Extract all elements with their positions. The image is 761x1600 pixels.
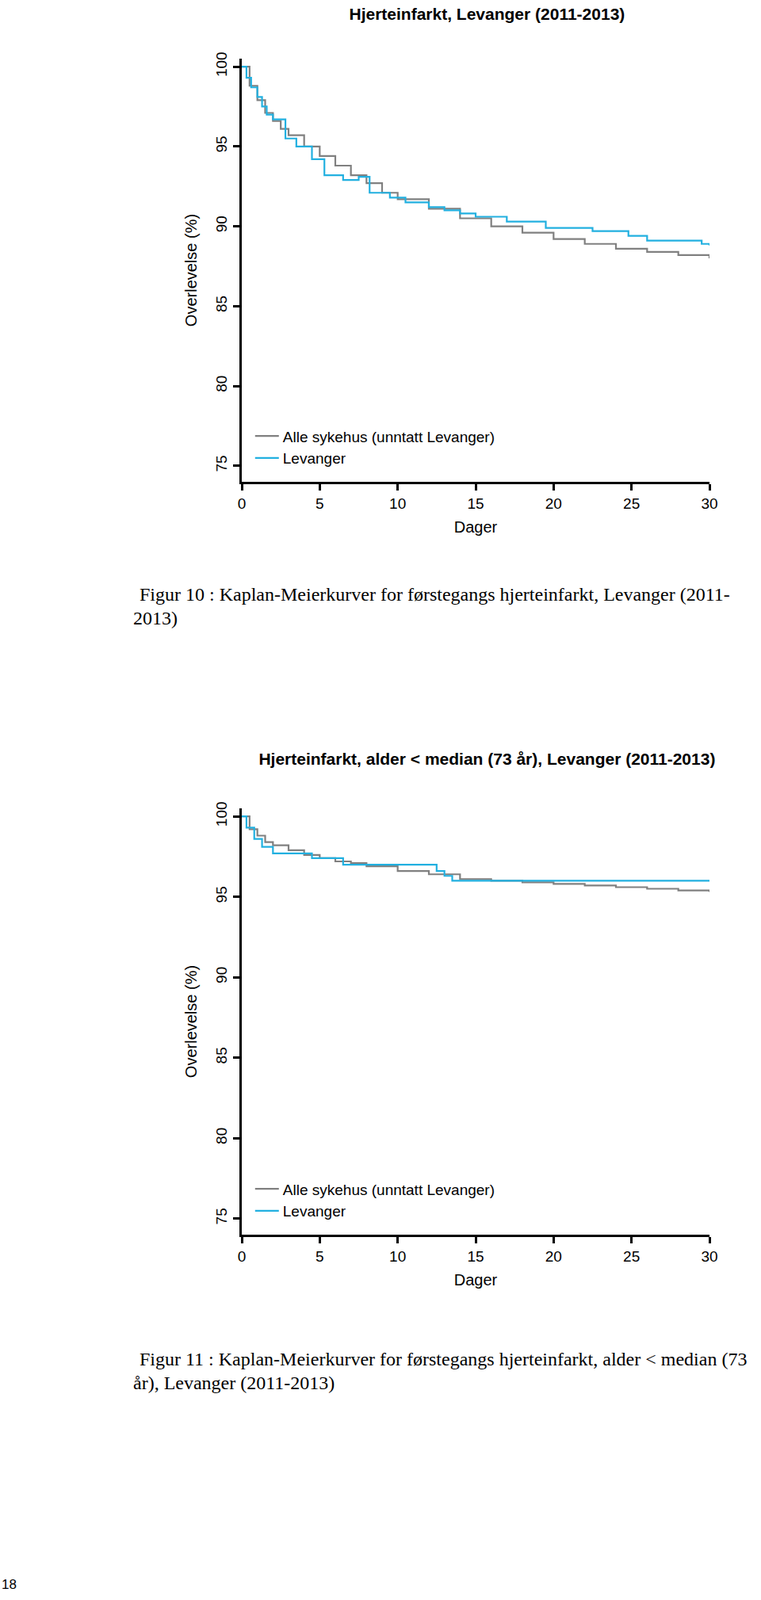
svg-text:85: 85 bbox=[213, 1047, 230, 1064]
svg-text:75: 75 bbox=[213, 455, 230, 472]
svg-text:Overlevelse (%): Overlevelse (%) bbox=[182, 214, 200, 327]
svg-text:5: 5 bbox=[315, 1248, 325, 1266]
svg-text:10: 10 bbox=[389, 495, 406, 513]
html-text:18: 18 bbox=[1, 1577, 17, 1593]
svg-text:Hjerteinfarkt, Levanger (2011-: Hjerteinfarkt, Levanger (2011-2013) bbox=[348, 4, 625, 23]
svg-text:80: 80 bbox=[213, 1128, 230, 1145]
svg-text:80: 80 bbox=[213, 375, 230, 393]
svg-text:Dager: Dager bbox=[454, 518, 498, 536]
svg-text:85: 85 bbox=[213, 295, 230, 313]
svg-text:30: 30 bbox=[700, 495, 718, 513]
svg-text:0: 0 bbox=[237, 1248, 247, 1266]
svg-text:75: 75 bbox=[213, 1208, 230, 1225]
svg-text:Levanger: Levanger bbox=[282, 450, 347, 467]
svg-text:25: 25 bbox=[623, 1248, 640, 1266]
svg-text:Alle sykehus (unntatt Levanger: Alle sykehus (unntatt Levanger) bbox=[282, 428, 495, 446]
svg-text:Hjerteinfarkt, alder < median: Hjerteinfarkt, alder < median (73 år), L… bbox=[258, 749, 716, 769]
svg-text:20: 20 bbox=[545, 495, 563, 513]
svg-text:Overlevelse (%): Overlevelse (%) bbox=[182, 965, 200, 1079]
svg-text:5: 5 bbox=[315, 495, 325, 513]
svg-text:0: 0 bbox=[237, 495, 247, 513]
svg-text:Alle sykehus (unntatt Levanger: Alle sykehus (unntatt Levanger) bbox=[282, 1181, 495, 1199]
svg-text:Dager: Dager bbox=[454, 1271, 498, 1289]
svg-text:100: 100 bbox=[213, 801, 230, 827]
svg-text:15: 15 bbox=[466, 1248, 484, 1266]
svg-text:15: 15 bbox=[466, 495, 484, 513]
svg-text:90: 90 bbox=[213, 215, 230, 233]
html-text:Figur 10 : Kaplan-Meierkurver: Figur 10 : Kaplan-Meierkurver for første… bbox=[133, 584, 730, 629]
svg-text:20: 20 bbox=[545, 1248, 563, 1266]
svg-text:90: 90 bbox=[213, 967, 230, 984]
html-text:Figur 11 : Kaplan-Meierkurver: Figur 11 : Kaplan-Meierkurver for første… bbox=[133, 1349, 748, 1394]
svg-text:95: 95 bbox=[213, 886, 230, 903]
svg-text:10: 10 bbox=[389, 1248, 406, 1266]
svg-text:Levanger: Levanger bbox=[282, 1203, 347, 1220]
svg-text:95: 95 bbox=[213, 135, 230, 153]
svg-text:25: 25 bbox=[623, 495, 640, 513]
svg-text:30: 30 bbox=[700, 1248, 718, 1266]
svg-text:100: 100 bbox=[213, 51, 230, 77]
